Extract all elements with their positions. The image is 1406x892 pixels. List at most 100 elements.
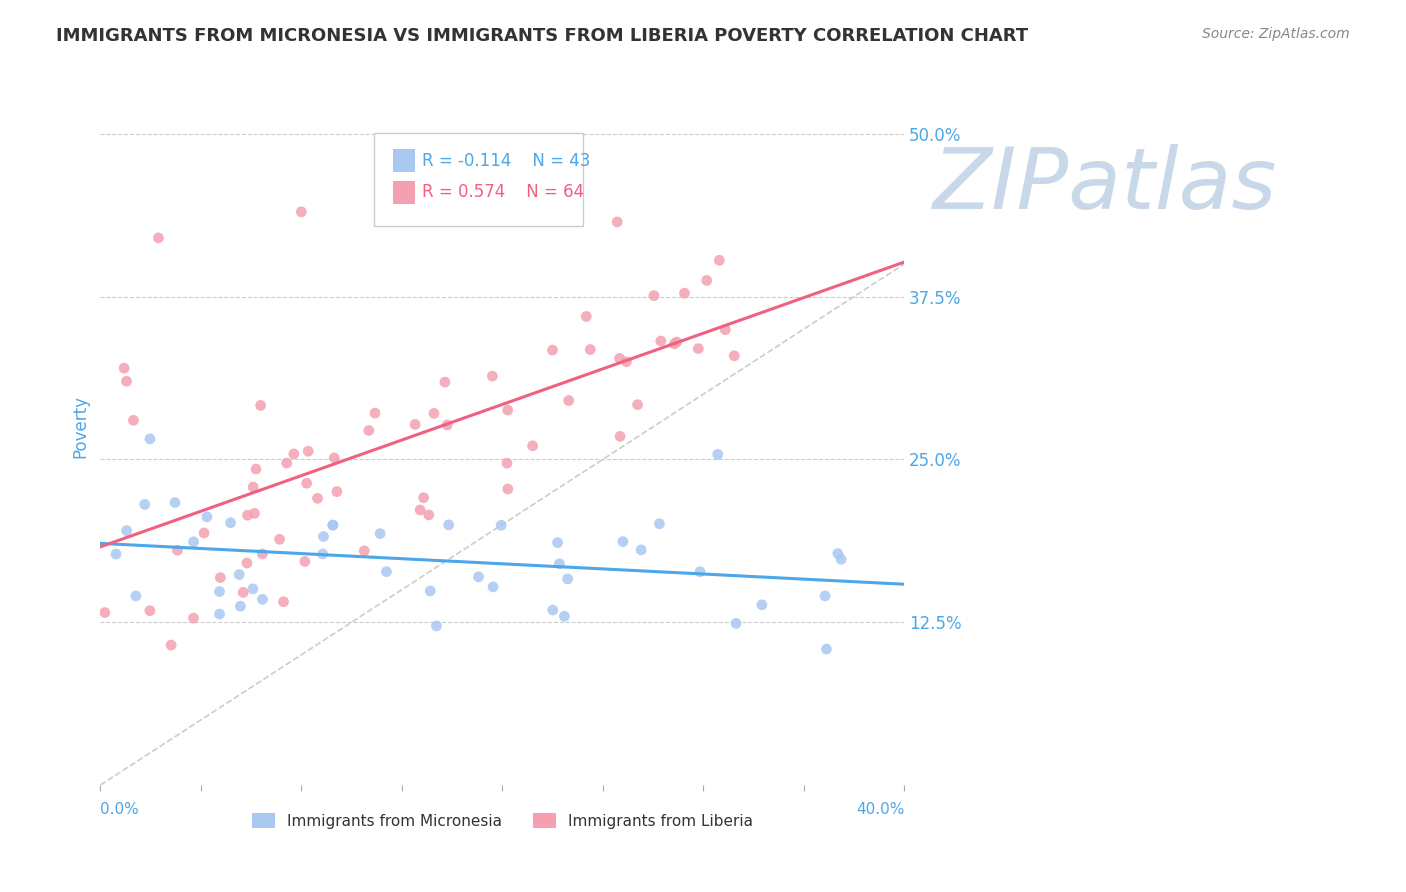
Point	[496, 482, 519, 496]
Point	[648, 516, 671, 531]
Point	[541, 603, 564, 617]
Point	[208, 607, 231, 621]
Point	[294, 554, 316, 568]
Point	[723, 349, 745, 363]
Point	[242, 480, 264, 494]
Point	[322, 518, 344, 533]
Point	[166, 543, 188, 558]
Point	[547, 535, 569, 549]
Point	[228, 567, 250, 582]
Point	[148, 231, 170, 245]
Point	[437, 517, 460, 532]
Point	[139, 604, 162, 618]
Point	[688, 342, 710, 356]
Point	[115, 374, 138, 388]
Point	[412, 491, 434, 505]
Point	[368, 526, 391, 541]
Point	[673, 286, 696, 301]
Point	[94, 606, 117, 620]
Point	[419, 583, 441, 598]
Point	[467, 570, 489, 584]
Text: R = -0.114    N = 43: R = -0.114 N = 43	[422, 152, 591, 170]
Point	[714, 323, 737, 337]
Point	[112, 361, 135, 376]
FancyBboxPatch shape	[374, 133, 582, 227]
Point	[436, 417, 458, 432]
Text: ZIPatlas: ZIPatlas	[934, 145, 1278, 227]
Point	[548, 557, 571, 571]
Text: IMMIGRANTS FROM MICRONESIA VS IMMIGRANTS FROM LIBERIA POVERTY CORRELATION CHART: IMMIGRANTS FROM MICRONESIA VS IMMIGRANTS…	[56, 27, 1028, 45]
Point	[404, 417, 426, 432]
Point	[418, 508, 440, 522]
Point	[312, 547, 335, 561]
Point	[273, 595, 295, 609]
Point	[482, 580, 505, 594]
Point	[249, 399, 271, 413]
FancyBboxPatch shape	[394, 150, 416, 172]
Point	[665, 334, 688, 349]
Point	[357, 424, 380, 438]
Point	[609, 429, 631, 443]
Point	[612, 534, 634, 549]
Point	[579, 343, 602, 357]
Text: Source: ZipAtlas.com: Source: ZipAtlas.com	[1202, 27, 1350, 41]
Point	[283, 447, 305, 461]
Point	[163, 495, 186, 509]
Point	[423, 406, 446, 420]
Point	[183, 534, 205, 549]
Point	[105, 547, 128, 561]
Point	[295, 476, 318, 491]
Point	[276, 456, 298, 470]
Point	[322, 518, 344, 533]
Point	[433, 375, 456, 389]
Point	[650, 334, 672, 348]
Point	[307, 491, 329, 506]
Point	[139, 432, 162, 446]
Point	[209, 571, 232, 585]
Legend: Immigrants from Micronesia, Immigrants from Liberia: Immigrants from Micronesia, Immigrants f…	[246, 806, 759, 835]
Text: 0.0%: 0.0%	[100, 802, 139, 817]
Point	[229, 599, 252, 614]
Point	[232, 585, 254, 599]
Point	[219, 516, 242, 530]
Point	[557, 572, 579, 586]
Point	[323, 450, 346, 465]
Point	[481, 369, 503, 384]
Point	[195, 509, 218, 524]
Text: R = 0.574    N = 64: R = 0.574 N = 64	[422, 184, 583, 202]
Point	[696, 273, 718, 287]
Point	[496, 403, 519, 417]
Point	[364, 406, 387, 420]
Point	[236, 508, 259, 523]
Point	[489, 518, 512, 533]
Point	[252, 547, 274, 561]
Point	[375, 565, 398, 579]
Point	[643, 288, 665, 302]
Point	[575, 310, 598, 324]
Point	[125, 589, 148, 603]
Point	[243, 507, 266, 521]
Point	[326, 484, 349, 499]
Point	[725, 616, 748, 631]
Point	[664, 336, 686, 351]
Point	[522, 439, 544, 453]
Point	[252, 592, 274, 607]
Point	[134, 497, 156, 511]
Point	[616, 355, 638, 369]
Point	[115, 524, 138, 538]
Point	[208, 584, 231, 599]
Point	[557, 393, 579, 408]
Point	[290, 204, 312, 219]
Point	[269, 533, 291, 547]
Point	[496, 456, 519, 470]
Point	[160, 638, 183, 652]
Point	[353, 544, 375, 558]
Point	[630, 542, 652, 557]
Point	[830, 552, 852, 566]
Point	[553, 609, 575, 624]
FancyBboxPatch shape	[394, 181, 416, 204]
Point	[312, 529, 335, 543]
Point	[815, 642, 838, 657]
Point	[242, 582, 264, 596]
Point	[541, 343, 564, 357]
